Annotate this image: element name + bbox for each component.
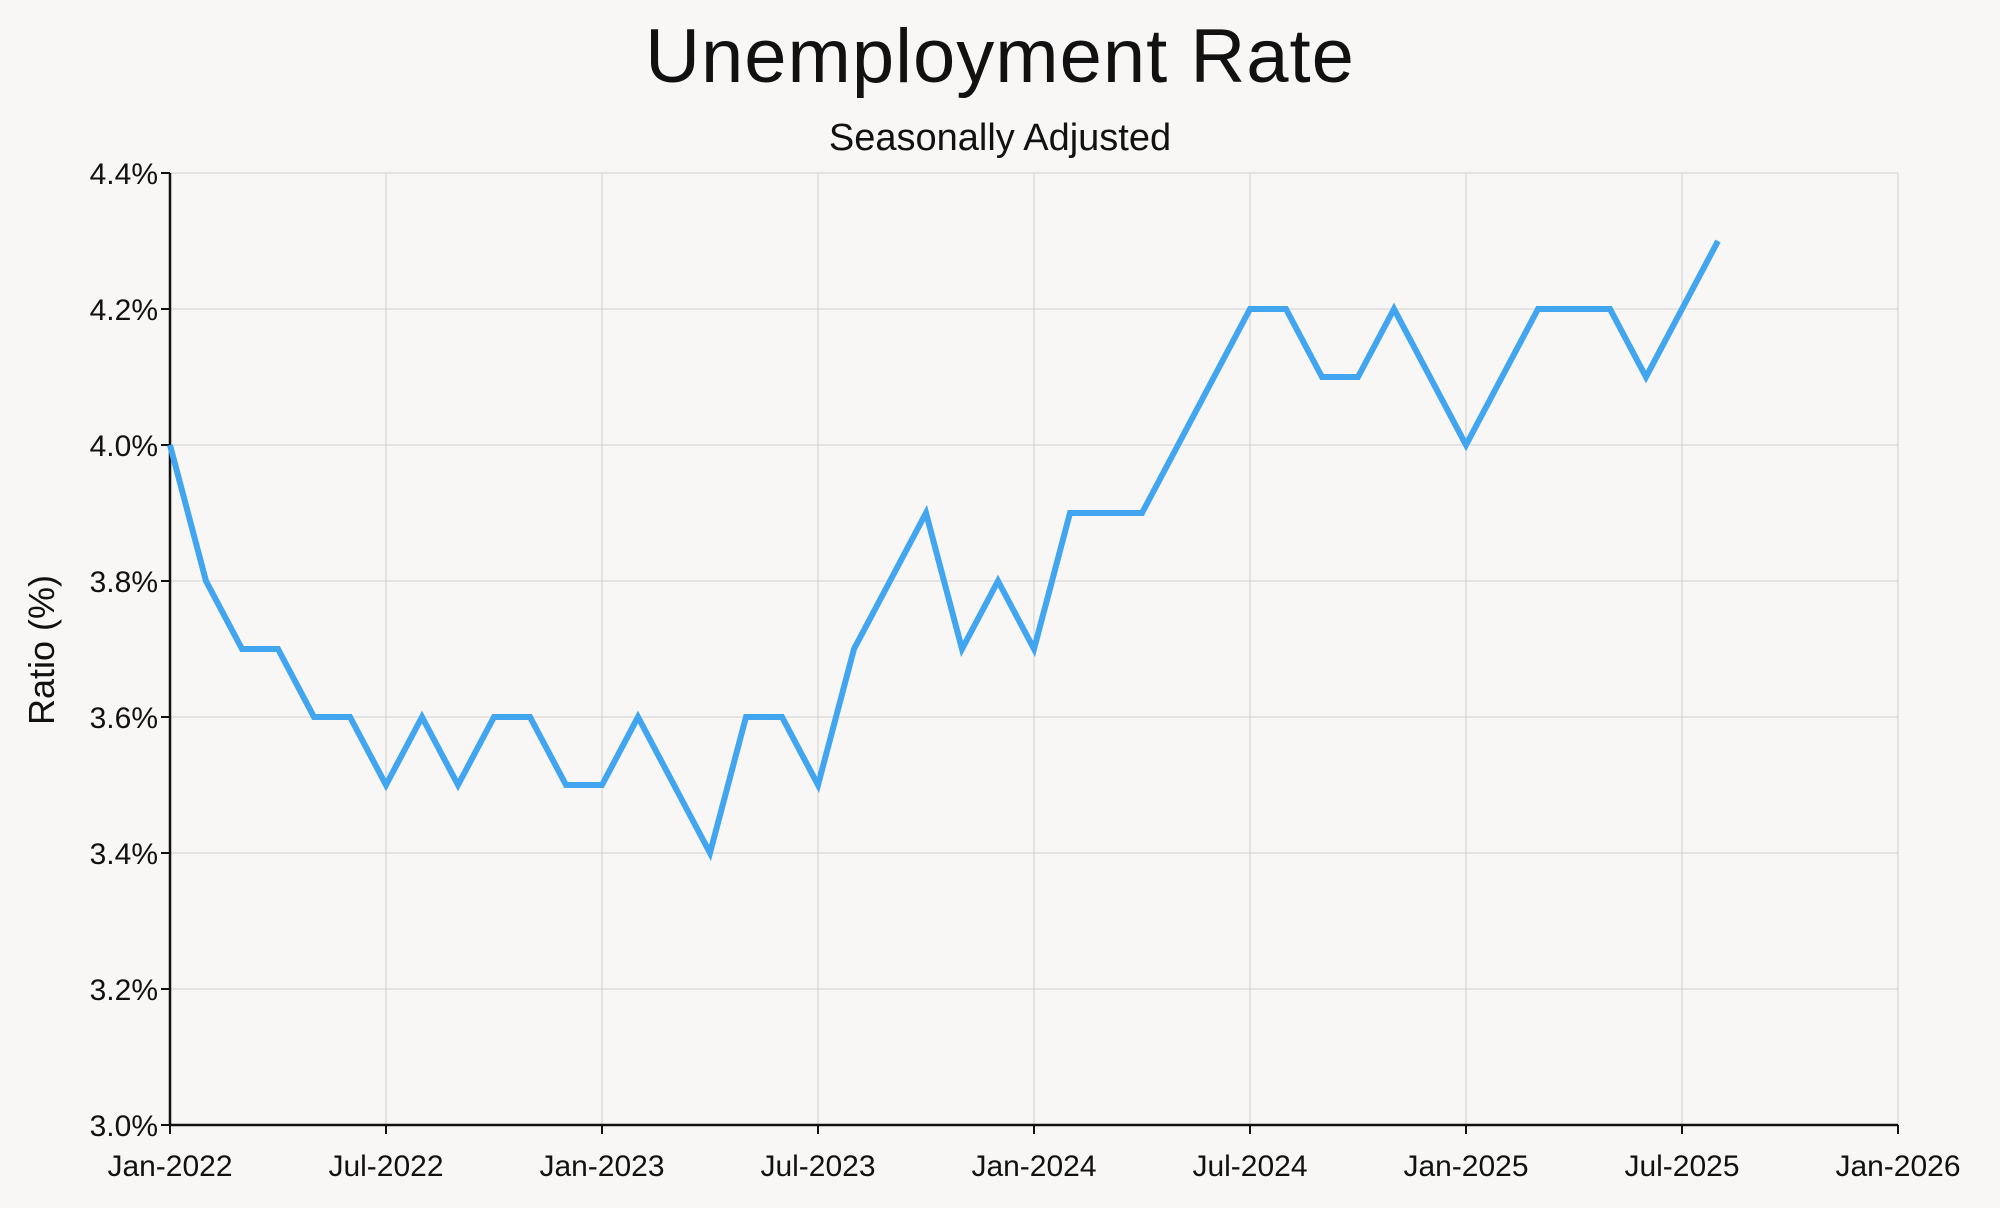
data-point: [995, 578, 1001, 584]
tick-label-layer: 3.0% 3.2% 3.4% 3.6% 3.8% 4.0% 4.2% 4.4% Jan-2022…: [90, 158, 1961, 1183]
y-tick-label: 4.2%: [90, 294, 158, 327]
data-point: [1607, 306, 1613, 312]
data-point: [1211, 374, 1217, 380]
x-tick-label: Jul-2025: [1624, 1150, 1739, 1183]
data-point: [1571, 306, 1577, 312]
unemployment-rate-line: [167, 239, 1721, 862]
data-point: [275, 646, 281, 652]
data-point: [311, 714, 317, 720]
data-point: [1319, 374, 1325, 380]
data-point: [743, 714, 749, 720]
y-tick-label: 3.0%: [90, 1110, 158, 1143]
data-point: [1067, 510, 1073, 516]
data-point: [815, 782, 821, 788]
data-point: [851, 646, 857, 652]
y-tick-label: 4.4%: [90, 158, 158, 191]
data-point: [1715, 238, 1721, 244]
data-point: [419, 714, 425, 720]
data-point: [491, 714, 497, 720]
x-tick-label: Jan-2026: [1835, 1150, 1960, 1183]
series-layer: [167, 238, 1721, 862]
y-tick-label: 3.8%: [90, 566, 158, 599]
data-point: [1643, 374, 1649, 380]
y-tick-label: 3.2%: [90, 974, 158, 1007]
chart-subtitle: Seasonally Adjusted: [828, 117, 1172, 159]
data-point: [1499, 374, 1505, 380]
data-point: [1247, 306, 1253, 312]
data-point: [707, 850, 713, 856]
data-point: [203, 578, 209, 584]
x-tick-label: Jul-2022: [328, 1150, 443, 1183]
data-point: [383, 782, 389, 788]
data-point: [1679, 306, 1685, 312]
data-point: [779, 714, 785, 720]
data-point: [167, 442, 173, 448]
data-point: [1391, 306, 1397, 312]
data-point: [563, 782, 569, 788]
data-point: [959, 646, 965, 652]
data-point: [671, 782, 677, 788]
data-point: [1175, 442, 1181, 448]
x-tick-label: Jan-2022: [107, 1150, 232, 1183]
data-point: [455, 782, 461, 788]
data-point: [1103, 510, 1109, 516]
y-tick-label: 3.6%: [90, 702, 158, 735]
x-tick-label: Jan-2023: [539, 1150, 664, 1183]
data-point: [527, 714, 533, 720]
x-tick-label: Jul-2023: [760, 1150, 875, 1183]
data-point: [1535, 306, 1541, 312]
data-point: [1463, 442, 1469, 448]
data-point: [887, 578, 893, 584]
axis-layer: [161, 172, 1899, 1134]
data-point: [1355, 374, 1361, 380]
data-point: [635, 714, 641, 720]
x-tick-label: Jan-2025: [1403, 1150, 1528, 1183]
data-point: [1031, 646, 1037, 652]
data-point: [1427, 374, 1433, 380]
y-tick-label: 4.0%: [90, 430, 158, 463]
data-point: [923, 510, 929, 516]
chart-title: Unemployment Rate: [645, 14, 1355, 99]
x-tick-label: Jul-2024: [1192, 1150, 1307, 1183]
data-point: [599, 782, 605, 788]
y-tick-label: 3.4%: [90, 838, 158, 871]
x-tick-label: Jan-2024: [971, 1150, 1096, 1183]
data-point: [1283, 306, 1289, 312]
data-point: [347, 714, 353, 720]
data-point: [1139, 510, 1145, 516]
data-point: [239, 646, 245, 652]
